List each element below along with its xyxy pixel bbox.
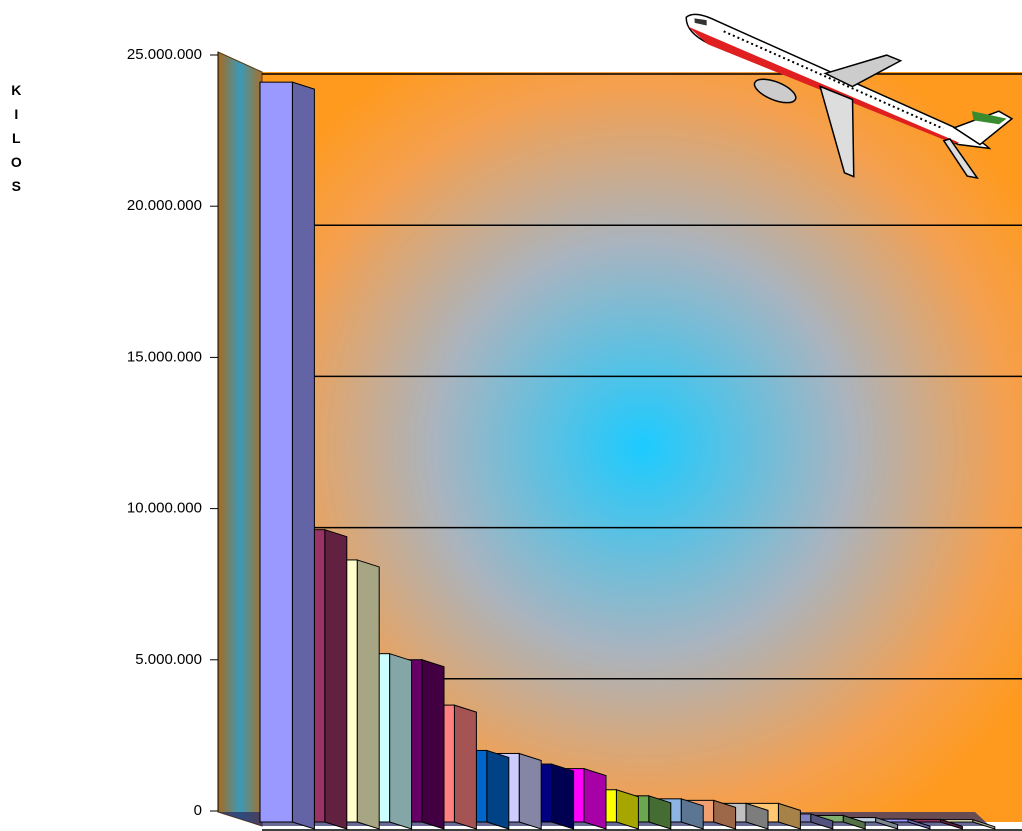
- airplane: [685, 13, 1014, 180]
- y-tick-label: 20.000.000: [127, 197, 202, 214]
- bar-side: [421, 659, 445, 830]
- bar: [939, 819, 996, 830]
- y-axis-label: KILOS: [8, 82, 24, 202]
- bar-front: [259, 81, 293, 823]
- bar-side: [518, 752, 542, 830]
- bar: [259, 81, 315, 830]
- y-tick-label: 10.000.000: [127, 500, 202, 517]
- bar-side: [615, 789, 639, 830]
- bar-side: [356, 559, 380, 830]
- bar-side: [453, 704, 477, 830]
- y-tick-label: 15.000.000: [127, 348, 202, 365]
- gridlines: [262, 73, 1022, 831]
- y-tick-label: 25.000.000: [127, 46, 202, 63]
- bar-side: [324, 529, 348, 830]
- bars: [259, 81, 996, 830]
- side-wall: [217, 51, 263, 827]
- bar-side: [291, 81, 315, 830]
- bar-side: [486, 749, 510, 830]
- y-tick-label: 0: [194, 802, 202, 819]
- y-tick-label: 5.000.000: [135, 651, 202, 668]
- bar-side: [551, 763, 575, 830]
- bar-side: [583, 767, 607, 830]
- bar-side: [389, 652, 413, 830]
